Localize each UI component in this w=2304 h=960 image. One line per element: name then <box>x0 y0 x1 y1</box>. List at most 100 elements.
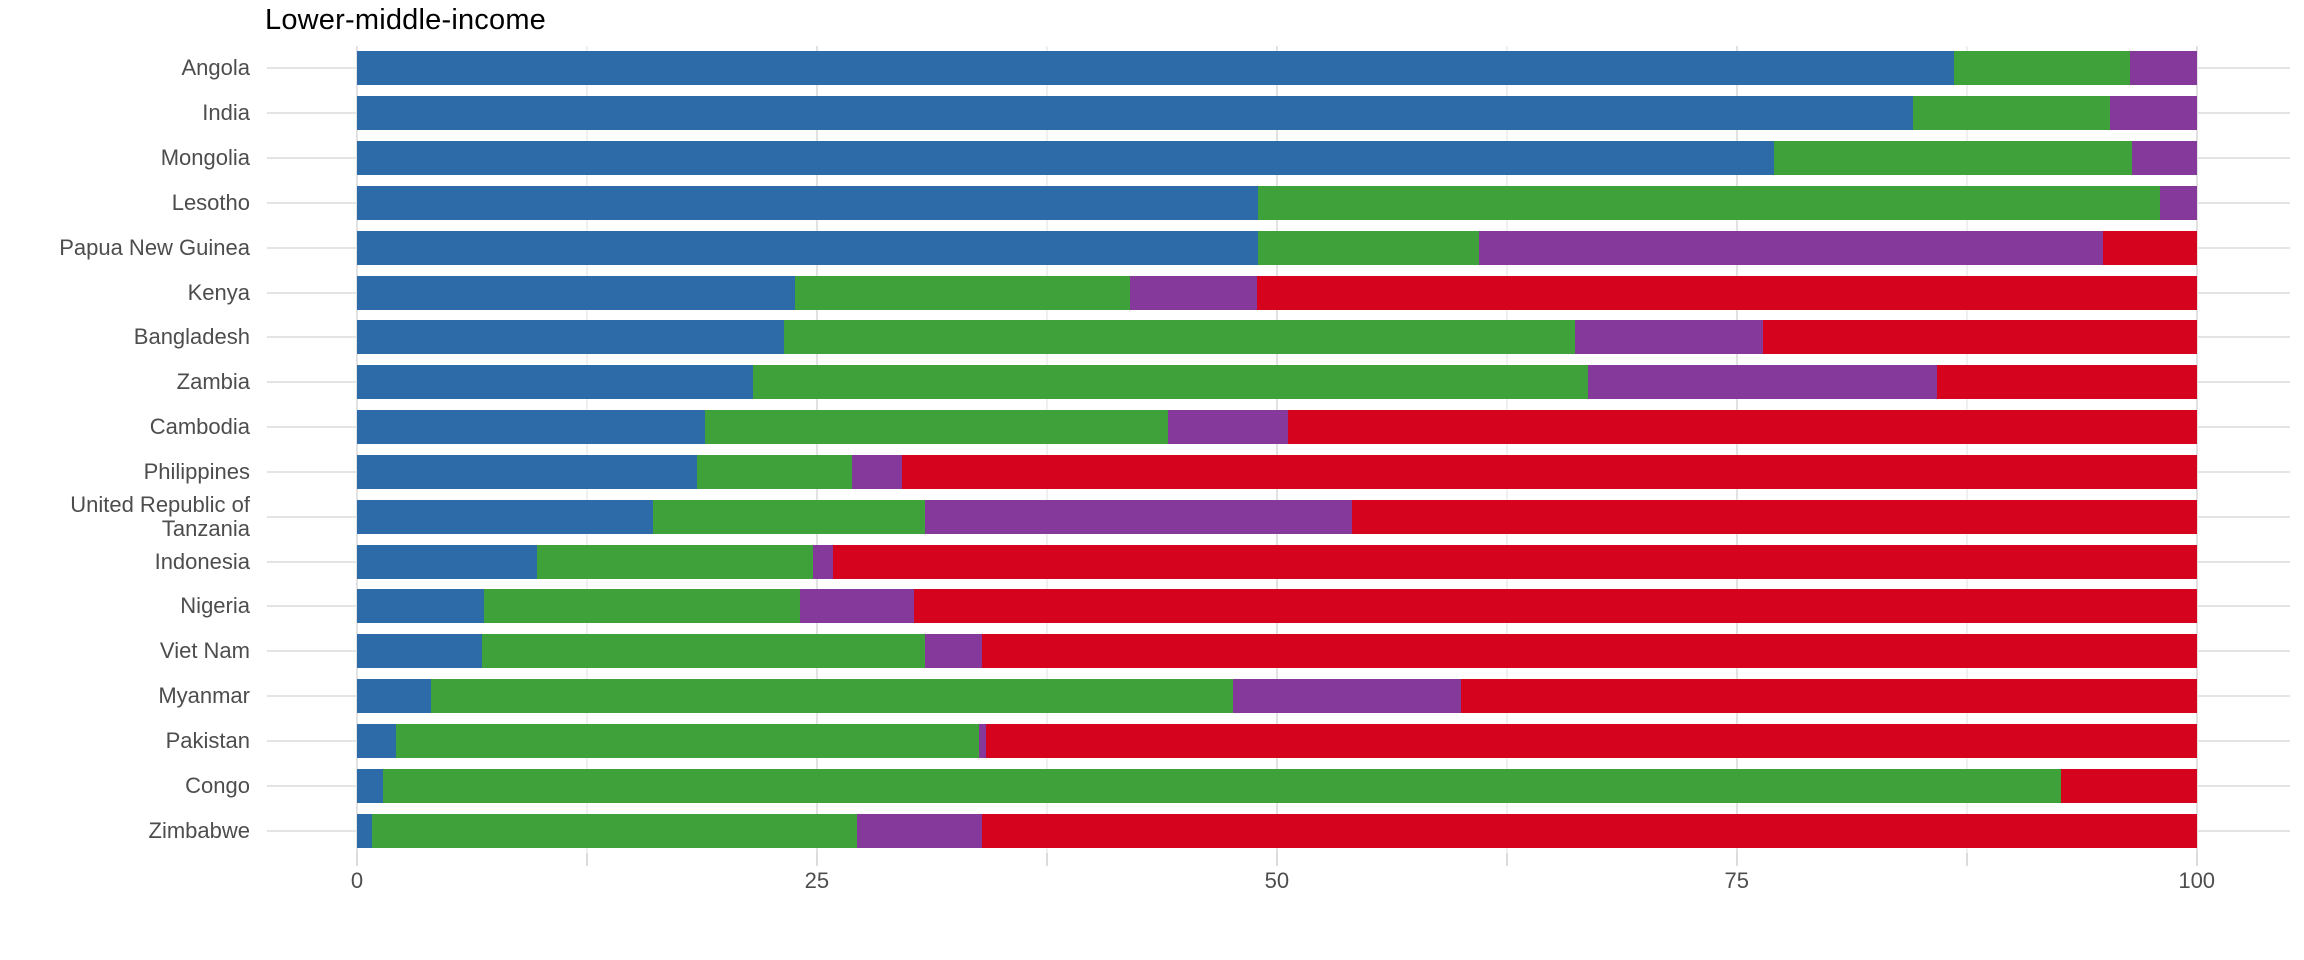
segment-purple <box>813 544 834 579</box>
segment-red <box>1762 320 2197 355</box>
segment-green <box>752 365 1588 400</box>
segment-purple <box>1129 275 1257 310</box>
bar-row <box>267 674 2290 719</box>
x-axis-ticks <box>267 853 2290 867</box>
x-tick-label: 100 <box>2178 868 2216 893</box>
segment-green <box>1258 230 1480 265</box>
x-tick-mark <box>2195 853 2198 866</box>
segment-green <box>537 544 814 579</box>
segment-green <box>794 275 1130 310</box>
x-tick-mark <box>1505 853 1508 866</box>
category-label: Bangladesh <box>133 324 250 350</box>
segment-blue <box>357 141 1774 176</box>
segment-green <box>382 768 2061 803</box>
bar-row <box>267 629 2290 674</box>
segment-purple <box>2110 96 2197 131</box>
stacked-bar <box>357 230 2197 265</box>
stacked-bar <box>357 454 2197 489</box>
segment-blue <box>357 320 784 355</box>
category-label: Zambia <box>176 369 250 395</box>
bar-row <box>267 225 2290 270</box>
gridline-major <box>1275 46 1278 853</box>
segment-purple <box>1479 230 2103 265</box>
category-label: Nigeria <box>180 593 250 619</box>
category-label: Lesotho <box>171 189 250 215</box>
x-tick-mark <box>1735 853 1738 866</box>
segment-red <box>1352 499 2197 534</box>
plot-panel <box>267 46 2290 853</box>
stacked-bar <box>357 96 2197 131</box>
bar-row <box>267 494 2290 539</box>
category-label: Pakistan <box>165 727 250 753</box>
category-label: Mongolia <box>160 145 250 171</box>
segment-purple <box>925 634 983 669</box>
category-label: Myanmar <box>158 683 250 709</box>
category-label: United Republic of Tanzania <box>70 491 250 541</box>
gridline-minor <box>1965 46 1968 853</box>
segment-purple <box>2130 51 2197 86</box>
x-tick-label: 25 <box>804 868 830 893</box>
segment-purple <box>800 589 915 624</box>
bar-row <box>267 539 2290 584</box>
stacked-bar <box>357 499 2197 534</box>
gridline-major <box>815 46 818 853</box>
x-tick-mark <box>585 853 588 866</box>
segment-green <box>1953 51 2131 86</box>
segment-green <box>783 320 1575 355</box>
bar-row <box>267 763 2290 808</box>
y-axis-labels: Angola India Mongolia Lesotho Papua New Guin… <box>0 46 256 853</box>
gridline-minor <box>1505 46 1508 853</box>
category-label: Congo <box>185 772 250 798</box>
segment-purple <box>1168 410 1288 445</box>
segment-blue <box>357 634 483 669</box>
bar-row <box>267 808 2290 853</box>
segment-blue <box>357 275 795 310</box>
segment-red <box>914 589 2197 624</box>
x-tick-mark <box>1275 853 1278 866</box>
segment-purple <box>1574 320 1763 355</box>
category-label: Papua New Guinea <box>59 234 250 260</box>
segment-red <box>833 544 2197 579</box>
x-tick-mark <box>356 853 358 866</box>
stacked-bar <box>357 365 2197 400</box>
stacked-bar <box>357 679 2197 714</box>
x-tick-mark <box>1045 853 1048 866</box>
gridline-minor <box>585 46 588 853</box>
bar-row <box>267 136 2290 181</box>
segment-red <box>1937 365 2197 400</box>
segment-green <box>653 499 926 534</box>
segment-green <box>704 410 1169 445</box>
category-label: Philippines <box>143 458 250 484</box>
bar-row <box>267 450 2290 495</box>
segment-red <box>2102 230 2197 265</box>
segment-green <box>1258 185 2160 220</box>
segment-blue <box>357 185 1259 220</box>
segment-green <box>371 813 858 848</box>
segment-red <box>982 813 2197 848</box>
segment-red <box>1256 275 2197 310</box>
segment-red <box>1460 679 2197 714</box>
segment-green <box>395 723 979 758</box>
segment-blue <box>357 51 1954 86</box>
gridline-minor <box>1045 46 1048 853</box>
segment-purple <box>1587 365 1938 400</box>
chart-title: Lower-middle-income <box>265 4 547 36</box>
category-label: Angola <box>181 55 250 81</box>
stacked-bar <box>357 275 2197 310</box>
stacked-bar <box>357 185 2197 220</box>
segment-green <box>430 679 1233 714</box>
segment-red <box>1287 410 2197 445</box>
segment-purple <box>857 813 983 848</box>
segment-green <box>1913 96 2111 131</box>
segment-blue <box>357 96 1914 131</box>
stacked-bar <box>357 589 2197 624</box>
stacked-bar <box>357 634 2197 669</box>
segment-purple <box>2159 185 2197 220</box>
x-axis-tick-labels: 0 25 50 75 100 <box>267 868 2290 898</box>
category-label: Kenya <box>187 279 250 305</box>
bar-row <box>267 360 2290 405</box>
segment-blue <box>357 499 654 534</box>
segment-red <box>901 454 2197 489</box>
segment-blue <box>357 768 383 803</box>
segment-blue <box>357 410 705 445</box>
